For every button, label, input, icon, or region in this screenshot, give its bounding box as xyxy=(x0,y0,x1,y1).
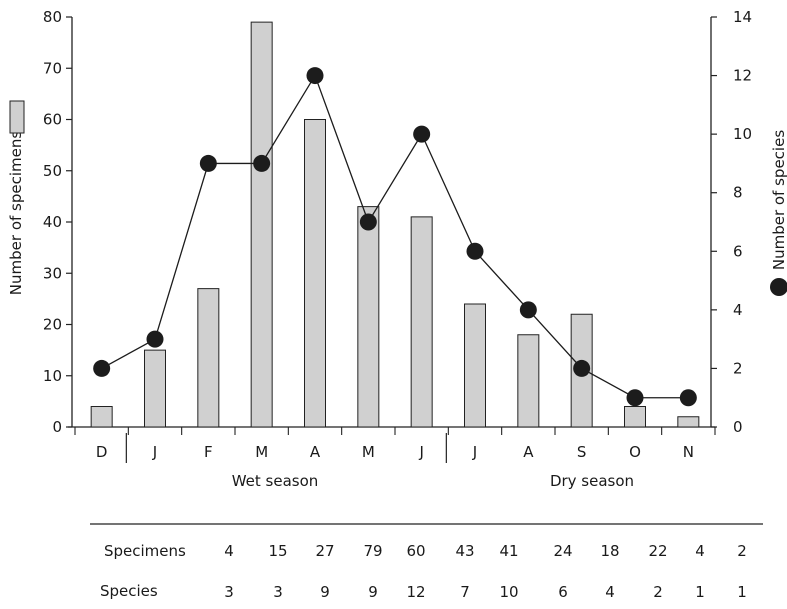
left-tick-label: 80 xyxy=(43,8,62,26)
specimen-bar xyxy=(624,406,646,428)
table-cell-species: 9 xyxy=(320,583,330,601)
table-cell-species: 3 xyxy=(224,583,234,601)
right-tick-label: 4 xyxy=(733,301,743,319)
axes: 0 10 20 30 40 50 60 70 80 0 2 4 6 8 10 12 14 D J F M A M J J A S O N xyxy=(43,8,752,463)
x-tick-label: A xyxy=(523,443,534,461)
species-line-path xyxy=(101,74,689,399)
table-cell-species: 12 xyxy=(406,583,425,601)
table-cell-specimens: 22 xyxy=(648,542,667,560)
x-tick-label: N xyxy=(683,443,694,461)
data-table: 4 15 27 79 60 43 41 24 18 22 4 2 3 3 9 9 12 7 10 6 4 2 1 1 xyxy=(90,523,763,601)
dry-season-label: Dry season xyxy=(550,472,634,490)
species-point xyxy=(519,301,537,319)
species-point xyxy=(146,330,164,348)
specimen-bar xyxy=(517,334,540,428)
table-cell-species: 9 xyxy=(368,583,378,601)
table-cell-specimens: 41 xyxy=(499,542,518,560)
right-tick-label: 6 xyxy=(733,242,743,260)
right-tick-label: 14 xyxy=(733,8,752,26)
x-tick-label: J xyxy=(472,443,477,461)
table-cell-species: 7 xyxy=(460,583,470,601)
table-cell-species: 1 xyxy=(695,583,705,601)
specimen-bar xyxy=(250,21,273,428)
x-tick-label: J xyxy=(152,443,157,461)
right-tick-label: 8 xyxy=(733,184,743,202)
wet-season-label: Wet season xyxy=(232,472,319,490)
specimen-bar xyxy=(410,216,433,428)
left-tick-label: 40 xyxy=(43,213,62,231)
species-point xyxy=(306,67,324,85)
species-point xyxy=(359,213,377,231)
specimen-bar xyxy=(197,288,220,428)
right-tick-label: 2 xyxy=(733,359,743,377)
left-tick-label: 30 xyxy=(43,264,62,282)
table-cell-specimens: 27 xyxy=(315,542,334,560)
table-row-label-species: Species xyxy=(100,582,158,600)
x-tick-label: F xyxy=(204,443,213,461)
table-cell-specimens: 15 xyxy=(268,542,287,560)
left-tick-label: 10 xyxy=(43,367,62,385)
legend-dot-marker xyxy=(770,278,787,296)
table-cell-species: 6 xyxy=(558,583,568,601)
labels: Number of specimens Number of species We… xyxy=(7,100,787,600)
table-cell-species: 2 xyxy=(653,583,663,601)
table-cell-specimens: 43 xyxy=(455,542,474,560)
table-cell-specimens: 79 xyxy=(363,542,382,560)
specimen-bar xyxy=(90,406,113,428)
left-tick-label: 20 xyxy=(43,316,62,334)
table-cell-species: 4 xyxy=(605,583,615,601)
right-tick-label: 0 xyxy=(733,418,743,436)
species-point xyxy=(466,242,484,260)
specimen-bar xyxy=(357,206,380,428)
bars xyxy=(90,21,700,428)
species-point xyxy=(626,389,644,407)
table-cell-species: 10 xyxy=(499,583,518,601)
species-line xyxy=(93,67,697,407)
left-tick-label: 0 xyxy=(52,418,62,436)
specimen-bar xyxy=(144,349,166,428)
table-cell-specimens: 18 xyxy=(600,542,619,560)
x-tick-label: O xyxy=(629,443,641,461)
x-tick-label: M xyxy=(362,443,375,461)
species-point xyxy=(93,359,111,377)
x-tick-label: S xyxy=(577,443,587,461)
x-tick-label: J xyxy=(418,443,423,461)
species-point xyxy=(199,154,217,172)
right-tick-label: 10 xyxy=(733,125,752,143)
table-cell-species: 1 xyxy=(737,583,747,601)
species-point xyxy=(253,154,271,172)
table-cell-specimens: 24 xyxy=(553,542,572,560)
right-axis-title: Number of species xyxy=(770,130,787,270)
left-axis-title: Number of specimens xyxy=(7,131,25,296)
right-tick-label: 12 xyxy=(733,67,752,85)
table-cell-species: 3 xyxy=(273,583,283,601)
specimen-bar xyxy=(464,303,486,428)
table-cell-specimens: 60 xyxy=(406,542,425,560)
x-tick-label: D xyxy=(96,443,108,461)
left-tick-label: 60 xyxy=(43,111,62,129)
x-tick-label: M xyxy=(255,443,268,461)
species-point xyxy=(679,389,697,407)
table-cell-specimens: 2 xyxy=(737,542,747,560)
specimen-bar xyxy=(677,416,700,428)
left-tick-label: 50 xyxy=(43,162,62,180)
species-point xyxy=(573,359,591,377)
table-row-label-specimens: Specimens xyxy=(104,542,186,560)
table-cell-specimens: 4 xyxy=(695,542,705,560)
species-point xyxy=(413,125,431,143)
table-cell-specimens: 4 xyxy=(224,542,234,560)
left-tick-label: 70 xyxy=(43,59,62,77)
legend-bar-swatch xyxy=(9,100,25,134)
specimen-bar xyxy=(304,119,326,428)
x-tick-label: A xyxy=(310,443,321,461)
